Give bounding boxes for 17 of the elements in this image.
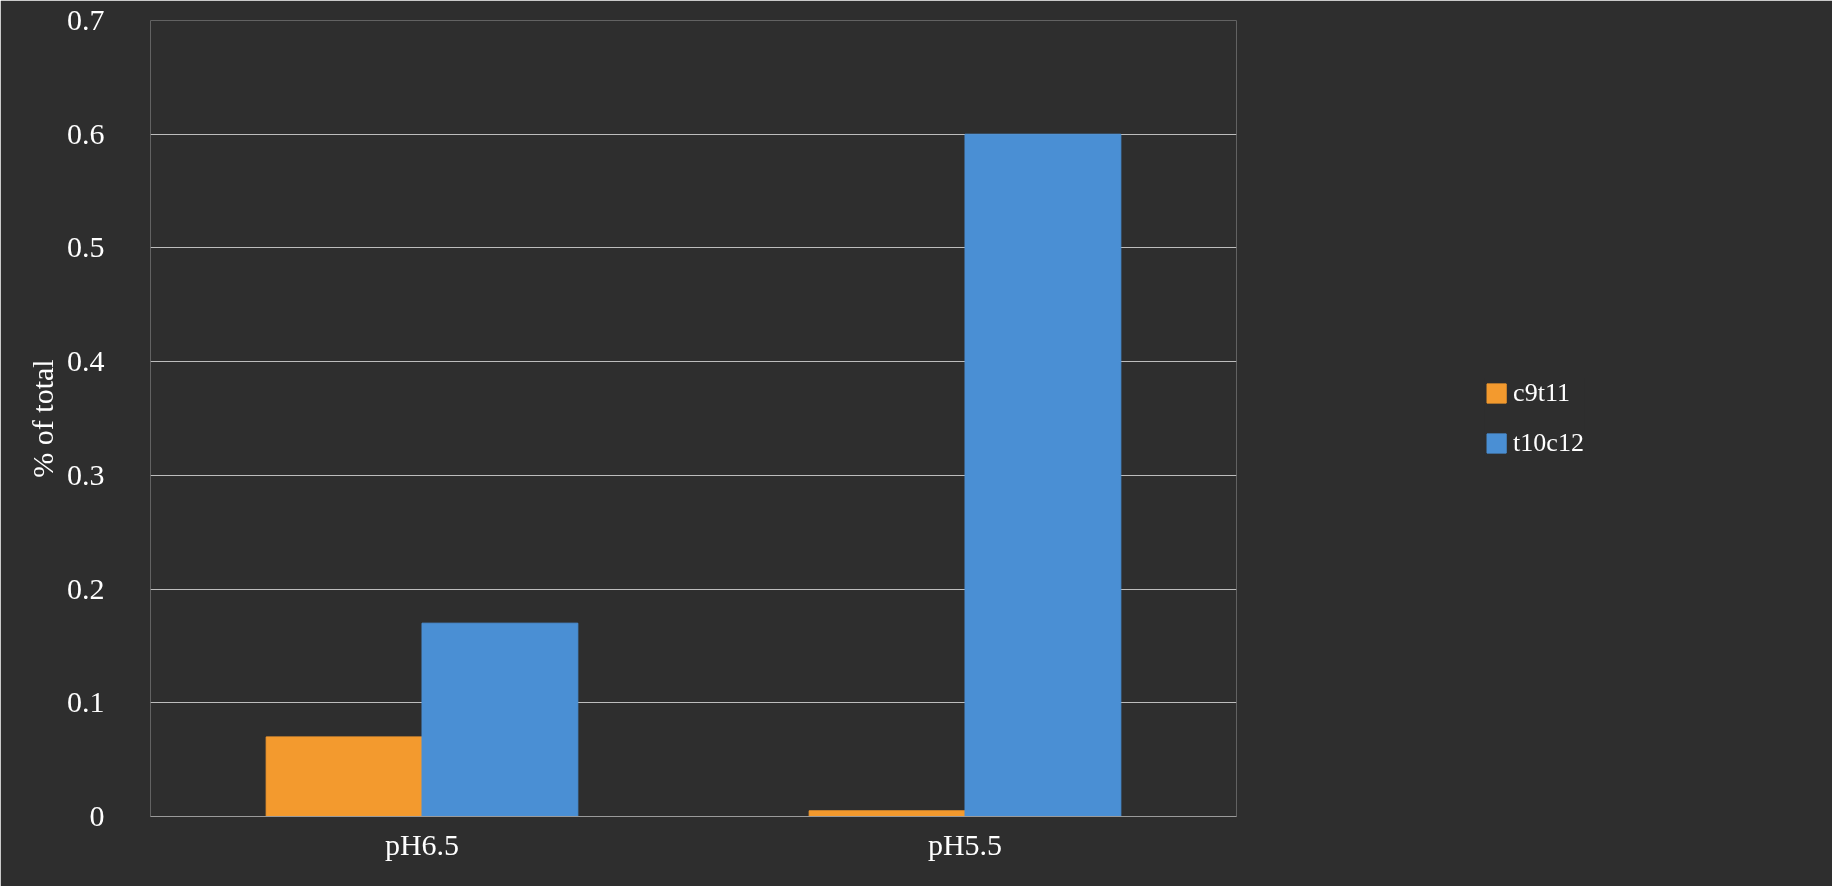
bar bbox=[265, 736, 423, 817]
bar bbox=[421, 622, 579, 817]
y-tick-label: 0.4 bbox=[67, 344, 105, 378]
y-tick-label: 0.6 bbox=[67, 116, 105, 150]
y-tick-label: 0.1 bbox=[67, 685, 105, 719]
x-tick-label: pH6.5 bbox=[384, 827, 460, 861]
bar bbox=[808, 810, 966, 817]
y-tick-label: 0.5 bbox=[67, 230, 105, 264]
legend-label: c9t11 bbox=[1513, 378, 1570, 408]
y-tick-label: 0.3 bbox=[67, 457, 105, 491]
y-tick-label: 0.2 bbox=[67, 571, 105, 605]
x-tick-label: pH5.5 bbox=[927, 827, 1003, 861]
y-axis-title: % of total bbox=[26, 359, 59, 478]
bar bbox=[964, 133, 1122, 817]
y-tick-label: 0.7 bbox=[67, 3, 105, 36]
y-tick-label: 0 bbox=[89, 799, 105, 832]
legend-label: t10c12 bbox=[1513, 428, 1584, 458]
